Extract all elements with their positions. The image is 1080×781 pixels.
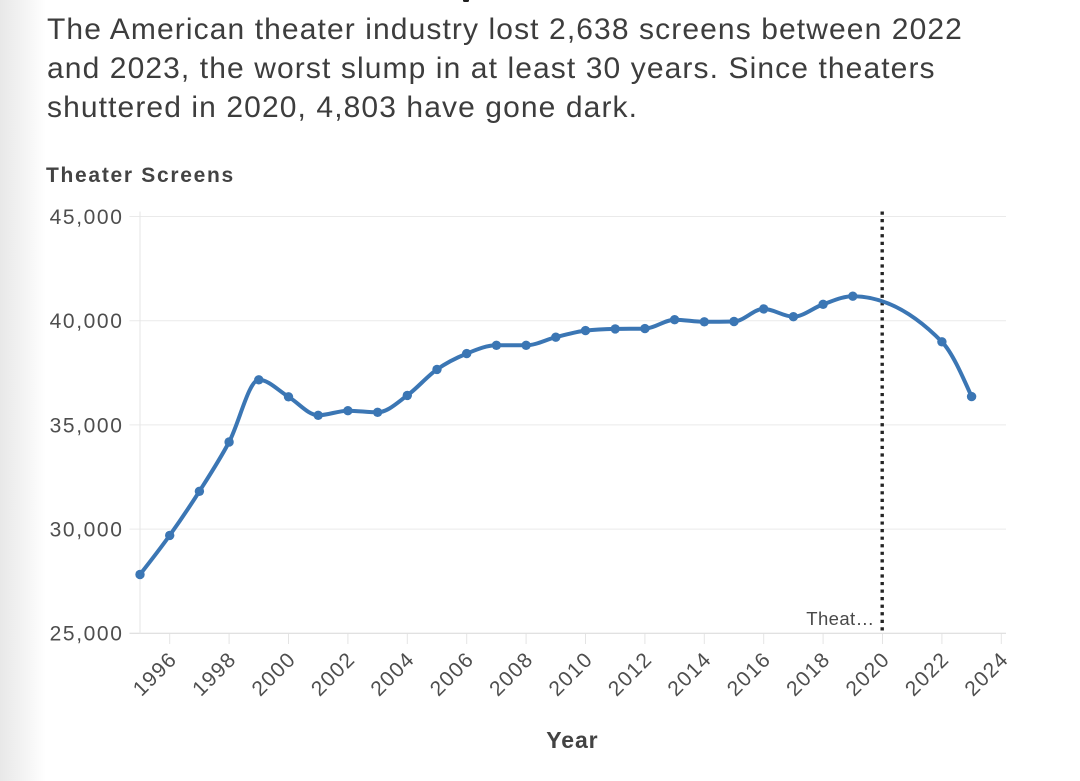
svg-text:Theat…: Theat… <box>806 608 874 629</box>
svg-text:2024: 2024 <box>960 648 1013 701</box>
svg-text:2002: 2002 <box>307 648 360 701</box>
svg-text:2018: 2018 <box>782 648 835 701</box>
svg-text:2000: 2000 <box>248 648 301 701</box>
svg-text:2004: 2004 <box>366 648 419 701</box>
svg-text:2006: 2006 <box>426 648 479 701</box>
svg-text:40,000: 40,000 <box>50 310 124 333</box>
svg-text:1996: 1996 <box>129 648 182 701</box>
svg-text:35,000: 35,000 <box>50 414 124 437</box>
svg-text:2012: 2012 <box>604 648 657 701</box>
svg-text:2014: 2014 <box>663 648 716 701</box>
svg-text:25,000: 25,000 <box>50 623 124 646</box>
svg-text:2022: 2022 <box>901 648 954 701</box>
svg-text:2010: 2010 <box>545 648 598 701</box>
svg-text:1998: 1998 <box>188 648 241 701</box>
svg-text:45,000: 45,000 <box>50 206 124 229</box>
svg-text:2020: 2020 <box>842 648 895 701</box>
svg-text:2008: 2008 <box>485 648 538 701</box>
svg-text:30,000: 30,000 <box>50 519 124 542</box>
svg-text:2016: 2016 <box>723 648 776 701</box>
